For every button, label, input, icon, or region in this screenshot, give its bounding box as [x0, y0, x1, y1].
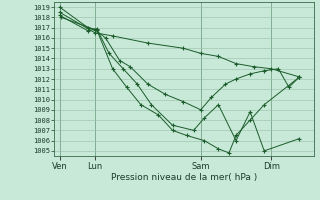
- X-axis label: Pression niveau de la mer( hPa ): Pression niveau de la mer( hPa ): [111, 173, 257, 182]
